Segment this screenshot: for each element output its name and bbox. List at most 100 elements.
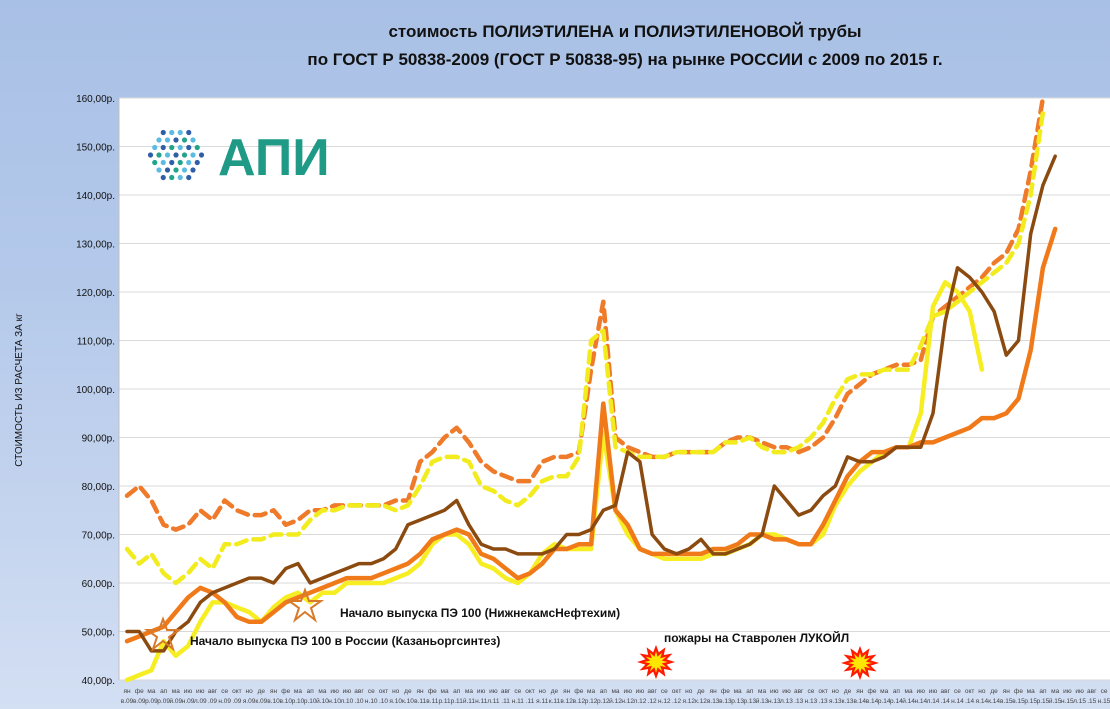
- x-tick-label: ян: [123, 688, 131, 695]
- x-tick-label: р.09: [145, 698, 158, 705]
- logo-dot: [169, 144, 175, 151]
- x-tick-label: ма: [465, 688, 473, 695]
- x-tick-label: фе: [867, 688, 876, 695]
- x-tick-label: фе: [135, 688, 144, 695]
- x-tick-label: л.11: [487, 698, 500, 705]
- x-tick-label: й.13: [756, 697, 769, 705]
- x-tick-label: в.14: [866, 698, 879, 705]
- x-tick-label: к.10: [402, 698, 414, 705]
- x-tick-label: ян: [1003, 688, 1011, 695]
- x-tick-label: й.09: [170, 697, 183, 705]
- chart-title: стоимость ПОЛИЭТИЛЕНА и ПОЛИЭТИЛЕНОВОЙ т…: [0, 18, 1110, 74]
- logo-dots-icon: [147, 129, 205, 181]
- x-tick-label: н.10: [365, 698, 378, 705]
- x-tick-label: де: [697, 688, 705, 695]
- x-tick-label: в.15: [1000, 698, 1013, 705]
- x-tick-label: де: [990, 688, 998, 695]
- logo-dot: [186, 129, 192, 136]
- x-tick-label: авг: [501, 688, 511, 695]
- x-tick-label: в.13: [719, 698, 732, 705]
- x-tick-label: н.10: [328, 698, 341, 705]
- y-tick-label: 110,00р.: [77, 337, 115, 348]
- x-tick-label: но: [246, 688, 254, 695]
- x-tick-label: р.11: [451, 698, 464, 705]
- x-tick-label: р.10: [304, 698, 317, 705]
- x-tick-label: авг: [1087, 688, 1097, 695]
- x-tick-label: .13: [819, 698, 828, 705]
- x-tick-label: р.15: [1037, 698, 1050, 705]
- x-tick-label: й.12: [609, 697, 622, 705]
- logo-dot: [164, 152, 171, 158]
- x-tick-label: .11: [526, 698, 535, 705]
- x-tick-label: в.09: [133, 698, 146, 705]
- x-tick-label: р.15: [1024, 698, 1037, 705]
- x-tick-label: авг: [208, 688, 218, 695]
- x-tick-label: н.11: [512, 698, 525, 705]
- logo-dot: [190, 167, 196, 173]
- y-tick-label: 90,00р.: [82, 434, 115, 445]
- annotations: Начало выпуска ПЭ 100 (НижнекамсНефтехим…: [143, 587, 879, 681]
- x-tick-label: л.15: [1073, 698, 1086, 705]
- x-tick-label: ию: [489, 688, 498, 695]
- x-tick-label: .11: [501, 698, 510, 705]
- x-tick-label: ма: [1051, 688, 1059, 695]
- x-tick-label: ию: [343, 688, 352, 695]
- x-tick-label: ян: [563, 688, 571, 695]
- x-tick-label: в.11: [414, 698, 426, 705]
- x-tick-label: но: [832, 688, 840, 695]
- logo-dot: [147, 152, 154, 158]
- logo-dot: [156, 152, 162, 158]
- x-tick-label: .14: [965, 698, 974, 705]
- burst-inner: [644, 651, 668, 673]
- x-tick-label: н.11: [475, 698, 488, 705]
- logo-dot: [194, 159, 200, 166]
- x-tick-label: н.14: [914, 698, 927, 705]
- x-tick-label: л.13: [780, 698, 793, 705]
- logo-dot: [173, 137, 179, 143]
- logo-dot: [160, 159, 166, 166]
- x-tick-label: ию: [770, 688, 779, 695]
- x-tick-label: окт: [672, 688, 682, 695]
- logo-dot: [169, 129, 175, 136]
- x-tick-label: .15: [1087, 698, 1096, 705]
- logo-dot: [190, 152, 196, 158]
- x-tick-label: я.13: [829, 698, 842, 705]
- x-tick-label: н.12: [621, 698, 634, 705]
- x-tick-label: р.12: [585, 698, 598, 705]
- x-tick-label: .13: [794, 698, 803, 705]
- logo-dot: [152, 144, 158, 151]
- x-tick-label: в.09: [121, 698, 134, 705]
- x-tick-label: ма: [587, 688, 595, 695]
- x-tick-label: н.12: [658, 698, 671, 705]
- x-tick-label: се: [368, 688, 375, 695]
- x-tick-label: ап: [893, 688, 901, 695]
- logo-dot: [177, 174, 183, 181]
- x-tick-label: ию: [782, 688, 791, 695]
- x-tick-label: л.09: [194, 698, 207, 705]
- x-tick-label: авг: [941, 688, 951, 695]
- x-tick-label: ян: [417, 688, 425, 695]
- x-tick-label: фе: [574, 688, 583, 695]
- x-tick-label: ап: [453, 688, 461, 695]
- y-tick-label: 120,00р.: [76, 288, 115, 299]
- x-axis-ticks: янв.09фев.09мар.09апр.09май.09июн.09июл.…: [121, 688, 1110, 705]
- x-tick-label: окт: [379, 688, 389, 695]
- logo-dot: [173, 152, 179, 158]
- x-tick-label: ию: [184, 688, 193, 695]
- x-tick-label: в.12: [573, 698, 586, 705]
- x-tick-label: .12: [648, 698, 657, 705]
- x-tick-label: се: [1101, 688, 1108, 695]
- x-tick-label: ян: [270, 688, 278, 695]
- x-tick-label: ма: [1027, 688, 1035, 695]
- x-tick-label: ию: [929, 688, 938, 695]
- x-tick-label: в.13: [707, 698, 720, 705]
- logo-dot: [186, 174, 192, 181]
- x-tick-label: в.15: [1012, 698, 1025, 705]
- x-tick-label: ап: [160, 688, 168, 695]
- x-tick-label: но: [978, 688, 986, 695]
- x-tick-label: се: [807, 688, 814, 695]
- x-tick-label: р.11: [438, 698, 451, 705]
- x-tick-label: фе: [281, 688, 290, 695]
- logo-dot: [160, 144, 166, 151]
